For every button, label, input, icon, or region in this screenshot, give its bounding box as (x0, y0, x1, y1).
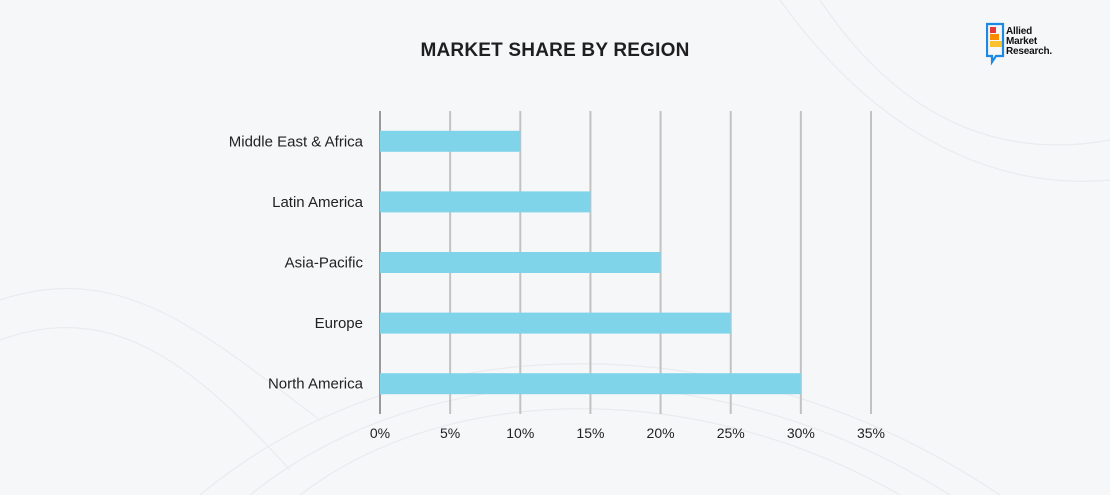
x-tick-label: 25% (717, 425, 745, 441)
y-category-label: North America (268, 376, 364, 393)
logo-line-2: Market (1006, 36, 1038, 47)
y-category-label: Middle East & Africa (229, 133, 364, 150)
x-tick-label: 0% (370, 425, 390, 441)
y-category-label: Asia-Pacific (285, 255, 364, 272)
x-tick-label: 5% (440, 425, 460, 441)
y-category-label: Europe (315, 315, 363, 332)
bar-north-america (380, 373, 801, 395)
logo-line-3: Research. (1006, 46, 1053, 57)
x-tick-label: 10% (506, 425, 534, 441)
x-tick-label: 30% (787, 425, 815, 441)
allied-market-research-logo: Allied Market Research. (986, 22, 1076, 70)
x-tick-label: 15% (576, 425, 604, 441)
bar-middle-east-africa (380, 130, 521, 152)
chart-title: MARKET SHARE BY REGION (420, 40, 690, 61)
bar-europe (380, 312, 731, 334)
bar-asia-pacific (380, 252, 661, 273)
y-category-label: Latin America (272, 194, 364, 211)
logo-line-1: Allied (1006, 26, 1033, 37)
x-tick-label: 35% (857, 425, 885, 441)
bar-latin-america (380, 191, 591, 213)
x-tick-label: 20% (647, 425, 675, 441)
